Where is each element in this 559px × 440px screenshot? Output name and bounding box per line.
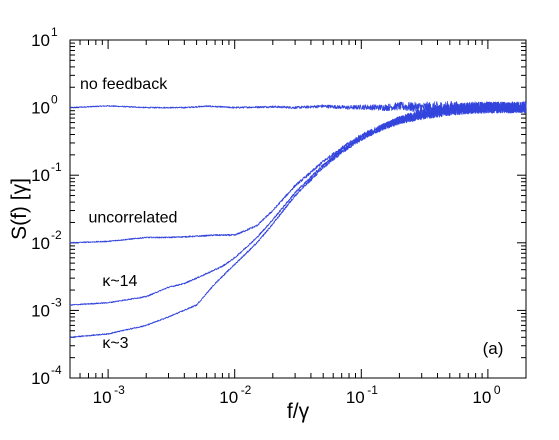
series-layer [69,101,527,338]
plot-frame [69,39,527,379]
y-tick-label: 10 [31,234,50,253]
x-tick-exponent: -3 [114,383,125,397]
y-tick-label: 10 [31,99,50,118]
curve-annotation: uncorrelated [88,209,177,226]
x-tick-label: 10 [346,388,365,407]
y-tick-exponent: -1 [51,160,62,174]
y-tick-label: 10 [31,369,50,388]
x-axis-label: f/γ [287,400,310,423]
x-tick-exponent: -1 [367,383,378,397]
y-tick-label: 10 [31,166,50,185]
y-tick-exponent: -3 [51,295,62,309]
kappa-3-line [69,101,527,338]
y-tick-exponent: 1 [51,25,58,39]
y-tick-label: 10 [31,31,50,50]
y-tick-exponent: 0 [51,93,58,107]
x-tick-exponent: 0 [494,383,501,397]
panel-label: (a) [483,339,504,358]
x-tick-label: 10 [472,388,491,407]
y-axis-label: S(f) [γ] [8,178,31,240]
axis-ticks: 10 -3 10 -2 10 -1 10 010 -410 -310 -210 -110 010 1 [31,25,527,407]
x-tick-label: 10 [93,388,112,407]
annotations: no feedback uncorrelated κ~14 κ~3 [80,76,177,352]
y-tick-exponent: -2 [51,228,62,242]
y-tick-label: 10 [31,301,50,320]
kappa-14-line [69,101,527,306]
x-tick-label: 10 [219,388,238,407]
curve-annotation: κ~3 [102,335,128,352]
y-tick-exponent: -4 [51,363,62,377]
curve-annotation: κ~14 [102,273,137,290]
uncorrelated-line [69,101,527,244]
x-tick-exponent: -2 [241,383,252,397]
curve-annotation: no feedback [80,76,168,93]
